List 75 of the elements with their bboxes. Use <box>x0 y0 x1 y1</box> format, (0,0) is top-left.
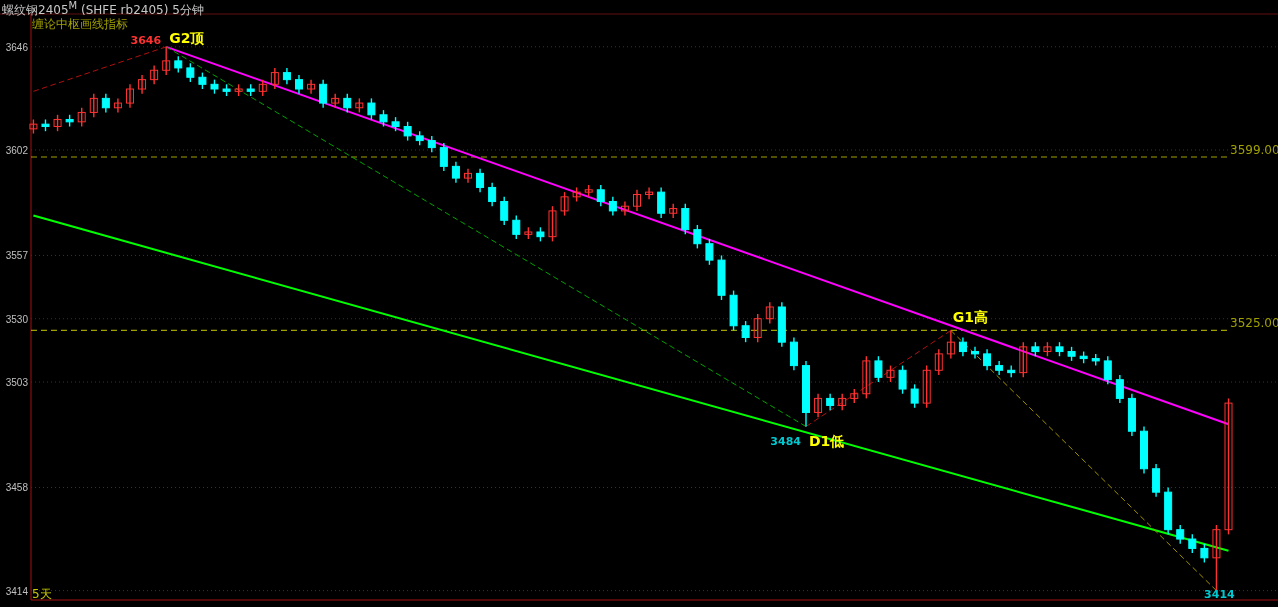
annotation: 3646 <box>130 33 162 47</box>
candlestick <box>1103 355 1112 386</box>
candlestick <box>934 348 943 376</box>
candlestick <box>608 196 617 217</box>
candlestick <box>488 182 497 207</box>
candlestick <box>922 364 931 409</box>
candlestick <box>1224 397 1233 536</box>
candlestick <box>343 93 352 114</box>
candlestick <box>814 393 823 418</box>
candlestick <box>596 184 605 207</box>
y-tick-label: 3557 <box>5 250 29 262</box>
candlestick <box>620 200 629 217</box>
candlestick <box>476 168 485 193</box>
candlestick <box>910 383 919 409</box>
candlestick <box>294 74 303 95</box>
candlestick <box>270 67 279 90</box>
candlestick <box>862 355 871 400</box>
candlestick <box>789 336 798 371</box>
candlestick <box>439 142 448 172</box>
candlestick <box>958 336 967 357</box>
annotation: 3414 <box>1204 588 1236 601</box>
candlestick <box>560 191 569 217</box>
candlestick <box>512 214 521 240</box>
candlestick <box>113 97 122 114</box>
candlestick <box>753 313 762 343</box>
candlestick <box>705 238 714 266</box>
y-tick-label: 3530 <box>5 313 29 325</box>
y-tick-label: 3602 <box>5 144 29 156</box>
candlestick <box>89 93 98 118</box>
candlestick <box>983 348 992 371</box>
candlestick <box>1115 374 1124 404</box>
candlestick <box>125 83 134 109</box>
candlestick <box>1200 543 1209 564</box>
annotation: 3484 <box>770 434 802 448</box>
y-tick-label: 3503 <box>5 377 29 389</box>
candlestick <box>1212 524 1221 592</box>
candlestick <box>150 64 159 86</box>
candlestick <box>693 224 702 250</box>
annotation: 5天 <box>32 587 52 601</box>
candlestick <box>367 97 376 121</box>
candlestick <box>1176 524 1185 545</box>
candlestick <box>765 301 774 325</box>
candlestick <box>645 186 654 200</box>
candlestick <box>681 203 690 236</box>
candlestick <box>500 196 509 226</box>
candlestick <box>403 121 412 142</box>
candlestick <box>898 364 907 395</box>
candlestick <box>657 186 666 219</box>
candlestick <box>101 93 110 114</box>
candlestick <box>463 168 472 184</box>
candlestick <box>162 46 171 76</box>
ref-line-label: 3525.00 <box>1230 316 1278 331</box>
candlestick <box>548 205 557 243</box>
candlestick <box>1152 463 1161 498</box>
candlestick <box>307 78 316 95</box>
candlestick <box>77 107 86 128</box>
candlestick <box>874 355 883 383</box>
candlestick <box>1188 533 1197 554</box>
candlestick <box>633 189 641 212</box>
candlestick <box>971 346 979 360</box>
chart-title: 螺纹钢2405$^{M}$ (SHFE rb2405) 5分钟 <box>2 0 204 18</box>
candlestick <box>451 160 460 184</box>
y-tick-label: 3414 <box>5 585 29 597</box>
y-tick-label: 3458 <box>5 482 29 494</box>
candlestick <box>138 74 147 95</box>
candlestick <box>946 329 955 360</box>
candlestick <box>186 62 195 83</box>
annotation: G2顶 <box>169 29 206 46</box>
annotation: G1高 <box>952 309 989 326</box>
chart-subtitle: 缠论中枢画线指标 <box>32 16 128 33</box>
candlestick <box>1019 341 1028 379</box>
candlestick <box>741 320 750 343</box>
candlestick <box>319 78 328 109</box>
ref-line-label: 3599.00 <box>1230 142 1278 157</box>
y-tick-label: 3646 <box>5 41 29 53</box>
